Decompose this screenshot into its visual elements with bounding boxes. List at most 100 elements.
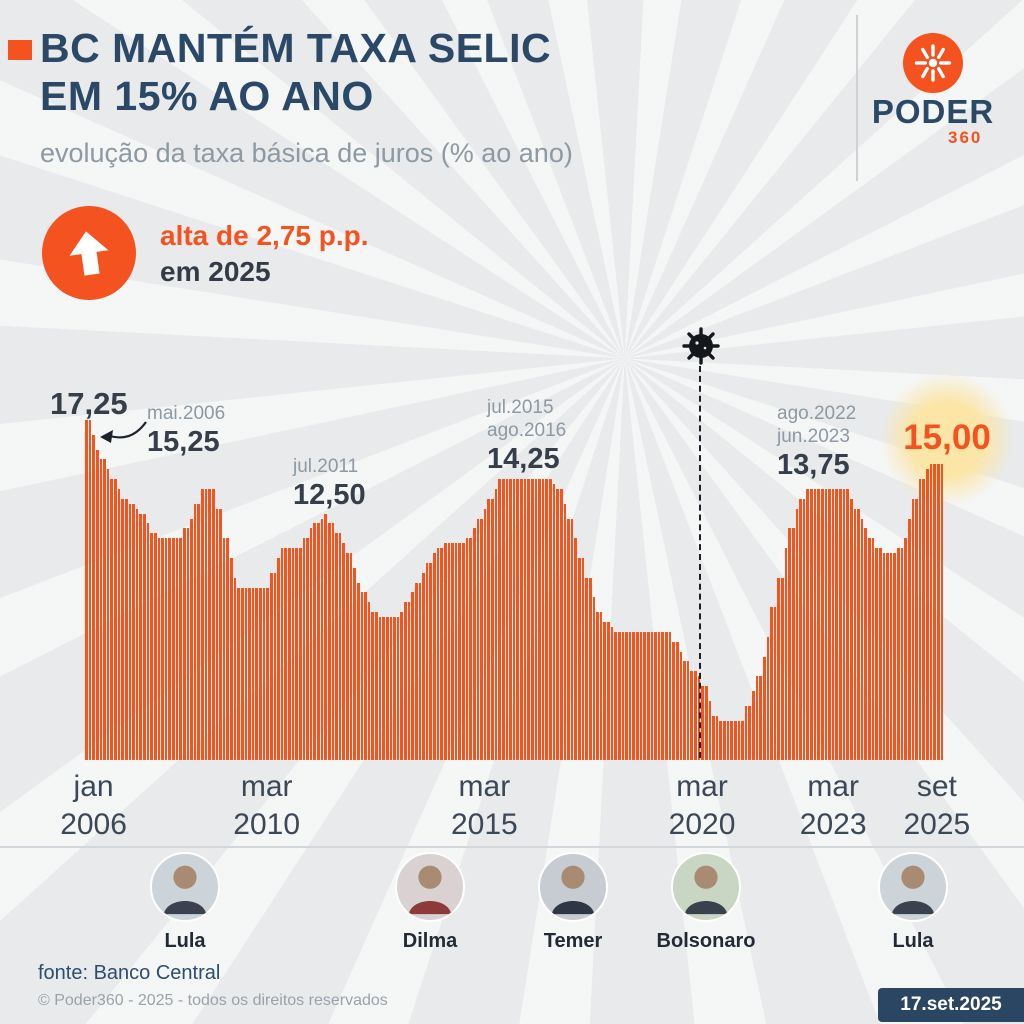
bar [288, 548, 291, 760]
callout-period: em 2025 [160, 256, 271, 287]
bar [440, 548, 443, 760]
bar [708, 700, 712, 760]
bar [182, 528, 186, 760]
bar [443, 543, 447, 760]
bar [132, 503, 135, 760]
bar [900, 548, 904, 760]
bar [451, 543, 454, 760]
bar [559, 489, 563, 760]
bar [817, 489, 820, 760]
bar [614, 631, 617, 760]
bar [88, 420, 92, 760]
bar [871, 538, 875, 760]
bar [661, 631, 664, 760]
president-name: Lula [164, 930, 206, 952]
brand-name: PODER [871, 93, 995, 130]
bar [878, 548, 882, 760]
person-silhouette-icon [408, 865, 452, 915]
annotation-period: mai.2006 [147, 403, 226, 424]
bar [433, 553, 436, 760]
bar [128, 503, 132, 760]
president-photo [538, 852, 608, 922]
president-temer: Temer [508, 852, 638, 953]
bar [820, 489, 824, 760]
page-subtitle: evolução da taxa básica de juros (% ao a… [40, 138, 573, 168]
copyright-text: © Poder360 - 2025 - todos os direitos re… [38, 992, 388, 1009]
bar [864, 528, 867, 760]
bar [146, 523, 150, 760]
bar [748, 705, 751, 760]
bar [106, 469, 110, 760]
bar [302, 538, 306, 760]
bar [150, 533, 153, 760]
bar [197, 503, 200, 760]
bar [190, 518, 193, 760]
bar [719, 720, 722, 760]
bar [498, 479, 501, 760]
bar [875, 548, 878, 760]
bar [277, 557, 280, 760]
bar [563, 503, 567, 760]
bar [791, 528, 795, 760]
bar [280, 548, 284, 760]
president-photo [878, 852, 948, 922]
bar [940, 464, 944, 760]
bar [483, 508, 487, 760]
bar [592, 597, 596, 760]
bar [110, 479, 113, 760]
bar [284, 548, 287, 760]
president-dilma: Dilma [365, 852, 495, 953]
bar [755, 676, 759, 760]
bar [469, 538, 472, 760]
x-axis: jan 2006 mar 2010 mar 2015 mar 2020 mar … [60, 768, 970, 852]
bar [516, 479, 519, 760]
bar [407, 602, 411, 760]
bar [172, 538, 175, 760]
bar [346, 553, 349, 760]
bar [266, 587, 269, 760]
bar [367, 602, 371, 760]
bar [505, 479, 509, 760]
bar [712, 715, 715, 760]
bar [857, 508, 860, 760]
bar [385, 617, 389, 760]
bar [491, 498, 494, 760]
bar [918, 479, 922, 760]
bar [103, 459, 106, 760]
annotation-period: jul.2015 [487, 397, 554, 418]
bar [458, 543, 461, 760]
bar [226, 538, 229, 760]
page-title: BC MANTÉM TAXA SELIC EM 15% AO ANO [40, 24, 551, 121]
bar [92, 434, 95, 760]
bar [672, 641, 675, 760]
bar [549, 479, 552, 760]
bar [694, 671, 697, 760]
bar [85, 420, 88, 760]
person-silhouette-icon [684, 865, 728, 915]
brand-number: 360 [948, 128, 983, 147]
bar [766, 636, 770, 760]
bar [704, 686, 708, 760]
bar [567, 518, 570, 760]
x-tick-year: 2020 [668, 807, 736, 841]
bar [643, 631, 646, 760]
header-divider [856, 15, 858, 181]
bar [737, 720, 741, 760]
bar [201, 489, 204, 760]
bar [121, 498, 124, 760]
bar [186, 528, 190, 760]
bar [382, 617, 385, 760]
bar [161, 538, 164, 760]
bar [541, 479, 545, 760]
person-silhouette-icon [163, 865, 207, 915]
bar [690, 671, 693, 760]
annotation-value: 14,25 [487, 443, 560, 476]
bar [853, 508, 857, 760]
bar [520, 479, 523, 760]
bar [683, 661, 686, 760]
bar [164, 538, 168, 760]
sunburst-icon [914, 44, 952, 82]
president-name: Lula [892, 930, 934, 952]
callout-value: alta de 2,75 p.p. [160, 220, 369, 251]
